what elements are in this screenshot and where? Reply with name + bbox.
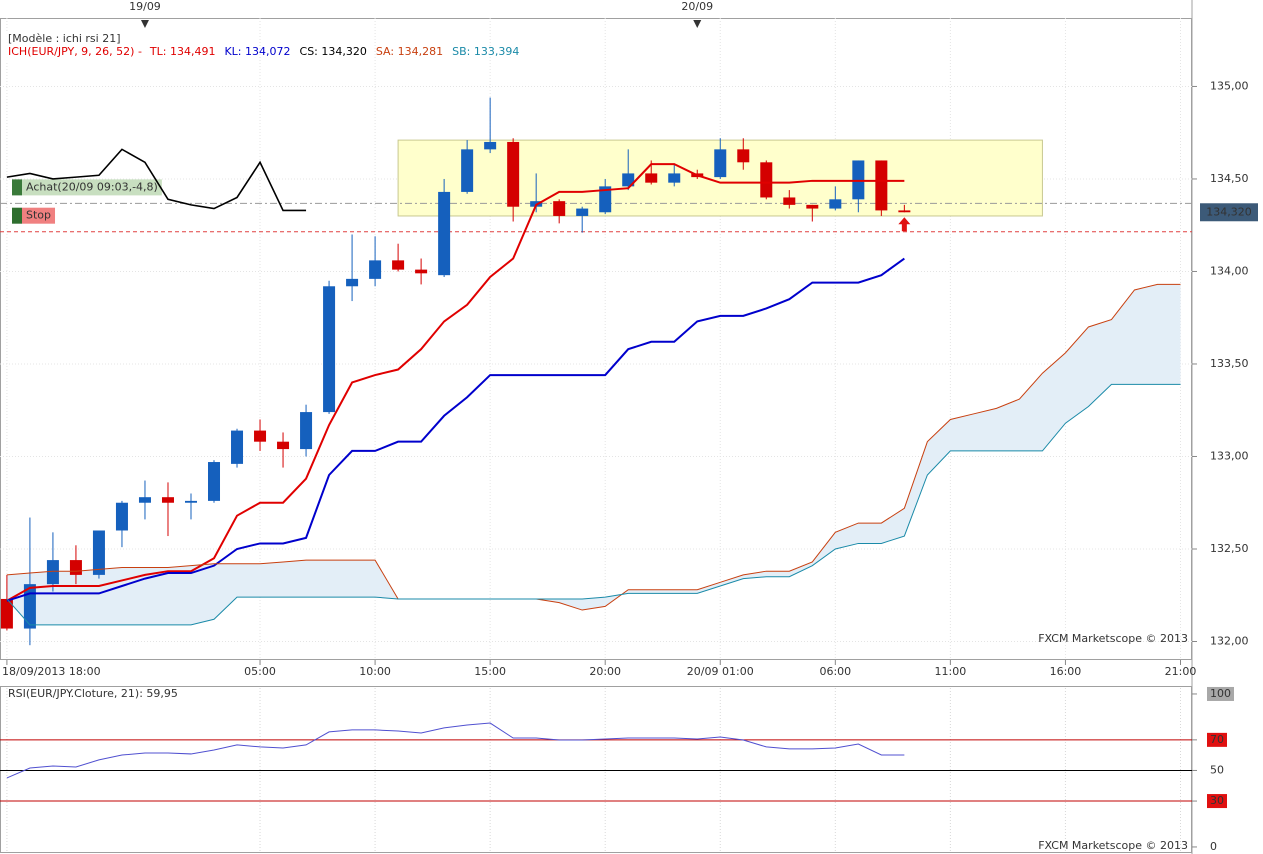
y-tick-label: 0	[1210, 840, 1217, 853]
y-tick-label: 135,00	[1210, 79, 1249, 92]
candle-body	[507, 141, 520, 207]
header-bg	[4, 31, 174, 61]
indicator-header: ICH(EUR/JPY, 9, 26, 52) - TL: 134,491 KL: …	[8, 45, 519, 58]
date-label: 19/09	[129, 0, 161, 13]
candle-body	[714, 149, 727, 178]
order-label: Stop	[26, 209, 51, 222]
candle-body	[783, 197, 796, 205]
indicator-value: TL: 134,491	[149, 45, 216, 58]
y-tick-label: 134,00	[1210, 264, 1249, 277]
candle-body	[277, 441, 290, 450]
x-tick-label: 11:00	[935, 665, 967, 678]
y-tick-bg	[1207, 686, 1234, 701]
indicator-line	[6, 383, 1181, 626]
order-tag	[12, 179, 22, 196]
x-tick-label: 21:00	[1165, 665, 1197, 678]
candle-body	[438, 191, 451, 276]
credit: FXCM Marketscope © 2013	[1038, 839, 1188, 852]
rsi-line	[6, 722, 905, 779]
y-tick-bg	[1207, 732, 1227, 747]
credit: FXCM Marketscope © 2013	[1038, 632, 1188, 645]
x-tick-label: 16:00	[1050, 665, 1082, 678]
order-tag	[12, 207, 22, 224]
x-tick-label: 18/09/2013 18:00	[2, 665, 101, 678]
candle-body	[553, 201, 566, 216]
indicator-line	[6, 148, 307, 212]
y-tick-label: 70	[1210, 733, 1224, 746]
y-tick-label: 100	[1210, 687, 1231, 700]
candle-body	[461, 149, 474, 192]
candle-body	[737, 149, 750, 163]
date-marker	[140, 20, 149, 28]
candle-body	[208, 462, 221, 501]
candle-body	[254, 430, 267, 442]
model-title: [Modèle : ichi rsi 21]	[8, 32, 121, 45]
x-tick-label: 20:00	[589, 665, 621, 678]
candle-body	[369, 260, 382, 279]
order-label-bg	[22, 207, 56, 224]
candle-body	[161, 497, 174, 503]
candle-body	[138, 497, 151, 503]
order-label: Achat(20/09 09:03,-4,8)	[26, 180, 158, 193]
indicator-value: SB: 133,394	[452, 45, 519, 58]
candle-body	[392, 260, 405, 270]
candle-body	[0, 598, 13, 629]
y-tick-bg	[1207, 794, 1227, 809]
indicator-line	[6, 283, 1181, 611]
signal-arrow	[898, 217, 911, 232]
y-tick-label: 133,00	[1210, 449, 1249, 462]
candle-body	[346, 278, 359, 287]
x-tick-label: 20/09 01:00	[687, 665, 754, 678]
last-price-label: 134,320	[1206, 205, 1252, 218]
indicator-value: CS: 134,320	[300, 45, 367, 58]
x-tick-label: 06:00	[819, 665, 851, 678]
y-tick-label: 132,00	[1210, 634, 1249, 647]
candle-body	[576, 208, 589, 216]
candle-body	[645, 173, 658, 183]
x-tick-label: 10:00	[359, 665, 391, 678]
candle-body	[415, 269, 428, 274]
candle-body	[898, 210, 911, 213]
candle-body	[46, 560, 59, 585]
y-tick-label: 132,50	[1210, 542, 1249, 555]
candle-body	[599, 186, 612, 213]
x-tick-label: 05:00	[244, 665, 276, 678]
y-tick-label: 50	[1210, 763, 1224, 776]
candle-body	[323, 286, 336, 413]
indicator-value: SA: 134,281	[376, 45, 443, 58]
candle-body	[231, 430, 244, 464]
candle-body	[484, 141, 497, 150]
last-price-tag	[1200, 203, 1258, 222]
cloud	[6, 284, 1181, 625]
candle-body	[622, 173, 635, 187]
candle-body	[184, 500, 197, 503]
candle-body	[668, 173, 681, 183]
candle-body	[69, 560, 82, 575]
rsi-title: RSI(EUR/JPY.Cloture, 21): 59,95	[8, 687, 178, 700]
y-tick-label: 30	[1210, 794, 1224, 807]
candle-body	[300, 412, 313, 450]
candle-body	[829, 199, 842, 209]
date-marker	[693, 20, 702, 28]
candle-body	[875, 160, 888, 211]
indicator-value: KL: 134,072	[224, 45, 290, 58]
indicator-line	[6, 163, 905, 602]
order-label-bg	[22, 179, 162, 196]
candle-body	[92, 530, 105, 575]
x-tick-label: 15:00	[474, 665, 506, 678]
y-tick-label: 133,50	[1210, 357, 1249, 370]
y-tick-label: 134,50	[1210, 172, 1249, 185]
indicator-name: ICH(EUR/JPY, 9, 26, 52) -	[8, 45, 142, 58]
indicator-line	[6, 257, 905, 602]
candle-body	[760, 162, 773, 198]
candle-body	[115, 502, 128, 531]
date-label: 20/09	[681, 0, 713, 13]
candle-body	[806, 204, 819, 209]
